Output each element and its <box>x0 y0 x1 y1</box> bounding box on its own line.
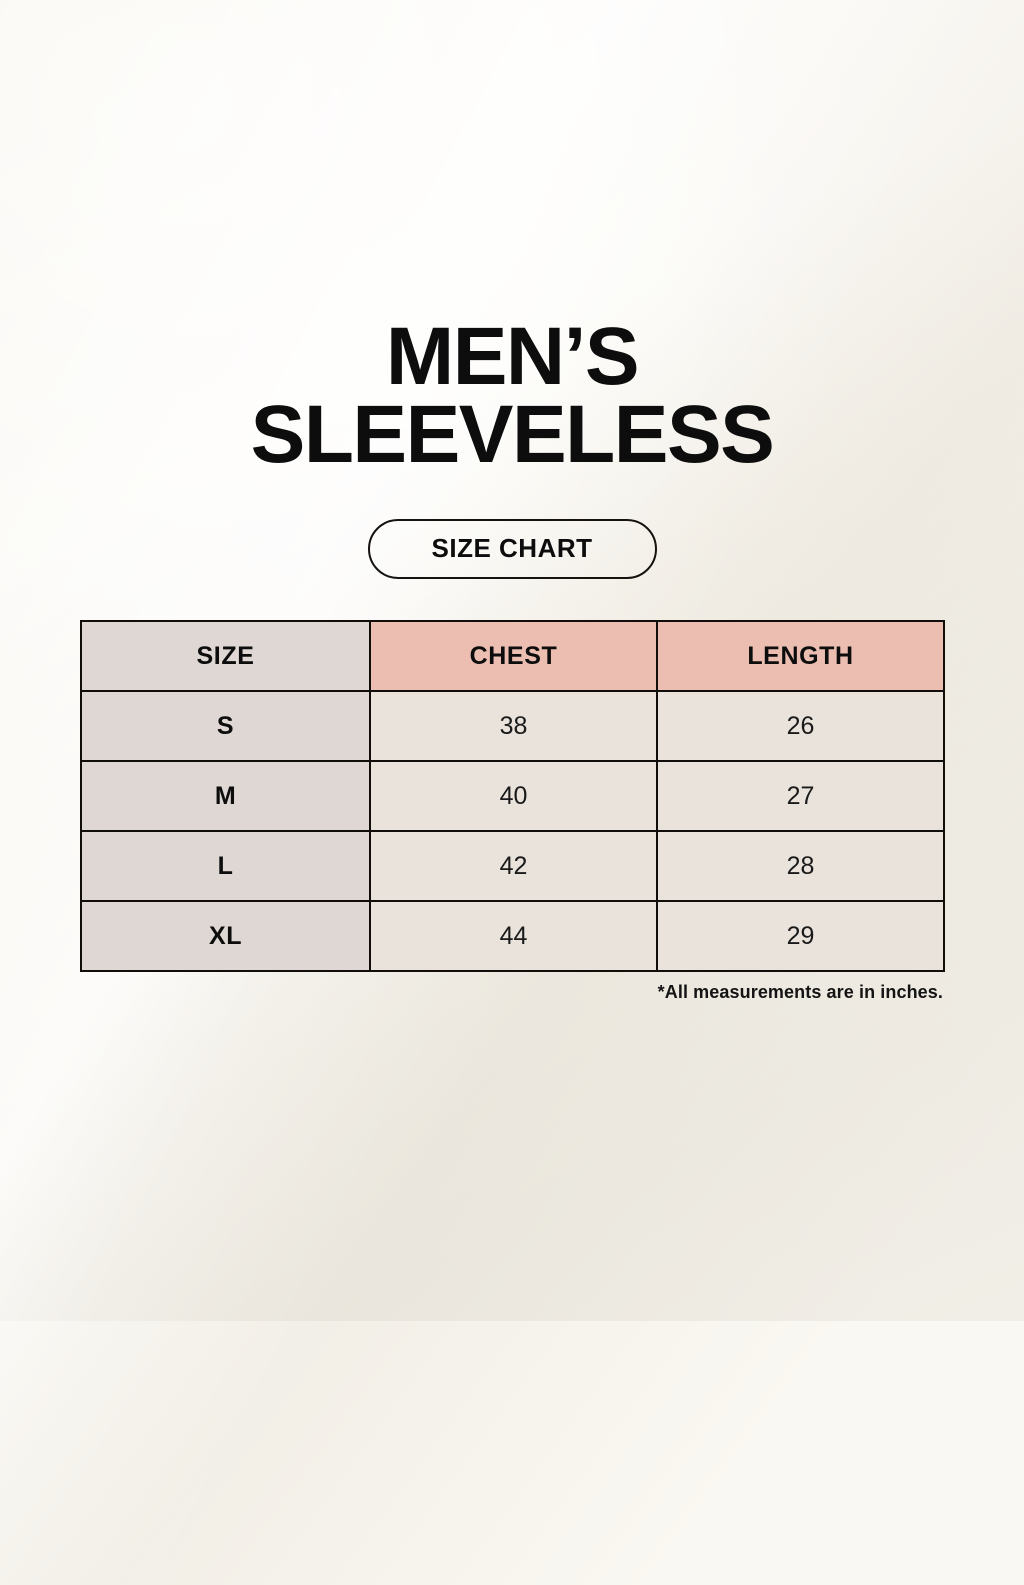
cell-length: 27 <box>656 760 945 832</box>
page-title: MEN’S SLEEVELESS <box>0 311 1024 480</box>
table-header-row: SIZE CHEST LENGTH <box>80 620 945 692</box>
column-header-length: LENGTH <box>656 620 945 692</box>
size-table: SIZE CHEST LENGTH S 38 26 M 40 27 L <box>80 620 945 972</box>
cell-chest: 38 <box>369 690 658 762</box>
cell-length: 26 <box>656 690 945 762</box>
table-row: S 38 26 <box>80 690 945 762</box>
cell-size: M <box>80 760 371 832</box>
size-chart-badge-container: SIZE CHART <box>0 519 1024 579</box>
table-row: XL 44 29 <box>80 900 945 972</box>
table-body: S 38 26 M 40 27 L 42 28 XL 44 29 <box>80 690 945 972</box>
cell-size: S <box>80 690 371 762</box>
cell-size: XL <box>80 900 371 972</box>
cell-length: 28 <box>656 830 945 902</box>
column-header-size: SIZE <box>80 620 371 692</box>
cell-length: 29 <box>656 900 945 972</box>
cell-chest: 42 <box>369 830 658 902</box>
measurement-note: *All measurements are in inches. <box>657 982 943 1002</box>
table-row: M 40 27 <box>80 760 945 832</box>
table-head: SIZE CHEST LENGTH <box>80 620 945 692</box>
cell-chest: 40 <box>369 760 658 832</box>
cell-chest: 44 <box>369 900 658 972</box>
column-header-chest: CHEST <box>369 620 658 692</box>
title-line-two: SLEEVELESS <box>250 388 775 480</box>
size-table-container: SIZE CHEST LENGTH S 38 26 M 40 27 L <box>80 620 945 972</box>
size-chart-badge: SIZE CHART <box>367 519 657 579</box>
table-row: L 42 28 <box>80 830 945 902</box>
title-line-one: MEN’S <box>385 311 640 402</box>
cell-size: L <box>80 830 371 902</box>
